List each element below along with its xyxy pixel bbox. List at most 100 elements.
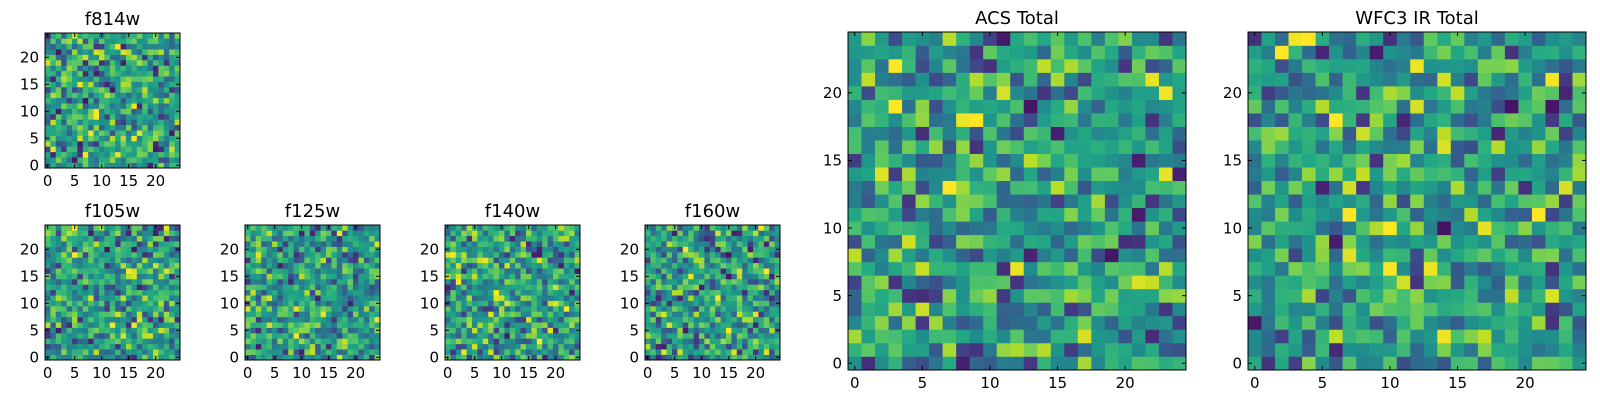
heatmap-cell (742, 246, 748, 253)
heatmap-cell (136, 119, 143, 126)
heatmap-cell (72, 146, 78, 153)
heatmap-cell (66, 284, 73, 291)
y-tick-label: 20 (1223, 84, 1242, 102)
heatmap-cell (109, 108, 116, 115)
heatmap-cell (255, 268, 262, 274)
heatmap-cell (131, 246, 138, 253)
heatmap-cell (1410, 153, 1425, 168)
heatmap-cell (688, 295, 694, 301)
heatmap-cell (55, 81, 62, 88)
heatmap-cell (326, 322, 332, 328)
heatmap-cell (266, 289, 273, 296)
heatmap-cell (1172, 302, 1187, 317)
heatmap-cell (1023, 234, 1038, 249)
heatmap-cell (1131, 288, 1146, 303)
heatmap-cell (147, 230, 154, 237)
heatmap-cell (66, 235, 73, 242)
heatmap-cell (136, 257, 143, 264)
heatmap-cell (461, 241, 467, 247)
heatmap-cell (169, 343, 175, 350)
heatmap-cell (1329, 275, 1343, 290)
y-tick-label: 10 (420, 295, 439, 313)
heatmap-cell (363, 246, 370, 253)
heatmap-cell (93, 333, 100, 339)
heatmap-cell (147, 262, 154, 269)
heatmap-cell (1302, 315, 1316, 330)
heatmap-cell (753, 230, 759, 237)
heatmap-cell (293, 246, 300, 253)
heatmap-cell (1558, 140, 1573, 154)
heatmap-cell (731, 262, 738, 269)
heatmap-cell (888, 45, 903, 60)
heatmap-cell (245, 235, 251, 242)
heatmap-cell (126, 273, 132, 280)
heatmap-cell (99, 38, 105, 45)
heatmap-cell (331, 257, 338, 264)
heatmap-cell (731, 252, 738, 258)
heatmap-cell (1369, 356, 1384, 371)
heatmap-cell (769, 252, 775, 258)
heatmap-cell (1248, 329, 1262, 344)
heatmap-cell (553, 230, 559, 237)
heatmap-cell (153, 103, 159, 109)
heatmap-cell (374, 284, 381, 291)
heatmap-cell (109, 60, 116, 66)
heatmap-cell (1023, 221, 1038, 236)
heatmap-cell (1423, 356, 1438, 371)
heatmap-cell (1315, 194, 1330, 209)
heatmap-cell (282, 225, 289, 231)
heatmap-cell (331, 354, 338, 361)
heatmap-cell (1342, 329, 1357, 344)
heatmap-cell (1369, 72, 1384, 87)
heatmap-cell (763, 284, 770, 291)
heatmap-cell (1396, 302, 1411, 317)
heatmap-cell (861, 194, 876, 209)
heatmap-cell (142, 49, 148, 55)
heatmap-cell (769, 235, 775, 242)
heatmap-cell (563, 295, 570, 301)
heatmap-cell (272, 295, 278, 301)
heatmap-cell (1172, 221, 1187, 236)
heatmap-cell (455, 289, 462, 296)
heatmap-cell (969, 59, 984, 73)
heatmap-cell (72, 316, 78, 323)
heatmap-cell (99, 87, 105, 93)
heatmap-cell (969, 113, 984, 127)
heatmap-cell (1248, 315, 1262, 330)
heatmap-cell (115, 130, 121, 136)
heatmap-cell (1572, 72, 1587, 87)
heatmap-cell (1158, 140, 1173, 154)
y-tick-label: 5 (429, 322, 439, 340)
heatmap-cell (1261, 207, 1276, 222)
heatmap-cell (136, 279, 143, 285)
heatmap-cell (1077, 234, 1092, 249)
heatmap-cell (715, 349, 721, 355)
heatmap-cell (536, 273, 543, 280)
heatmap-cell (672, 230, 678, 237)
heatmap-cell (153, 338, 159, 345)
heatmap-cell (1329, 140, 1343, 154)
heatmap-cell (1010, 342, 1025, 357)
heatmap-cell (1315, 180, 1330, 195)
heatmap-cell (153, 252, 159, 258)
heatmap-cell (109, 49, 116, 55)
heatmap-cell (299, 257, 305, 264)
heatmap-cell (1450, 288, 1465, 303)
heatmap-cell (245, 268, 251, 274)
heatmap-cell (120, 295, 127, 301)
heatmap-cell (726, 322, 732, 328)
heatmap-cell (1010, 207, 1025, 222)
heatmap-cell (277, 225, 284, 231)
heatmap-cell (66, 70, 73, 77)
heatmap-cell (515, 333, 521, 339)
heatmap-cell (50, 246, 57, 253)
heatmap-cell (693, 354, 700, 361)
heatmap-cell (331, 273, 338, 280)
heatmap-cell (861, 248, 876, 263)
heatmap-cell (520, 225, 527, 231)
heatmap-cell (55, 49, 62, 55)
heatmap-cell (1131, 180, 1146, 195)
heatmap-cell (109, 43, 116, 50)
heatmap-cell (45, 306, 51, 312)
heatmap-cell (50, 311, 57, 318)
